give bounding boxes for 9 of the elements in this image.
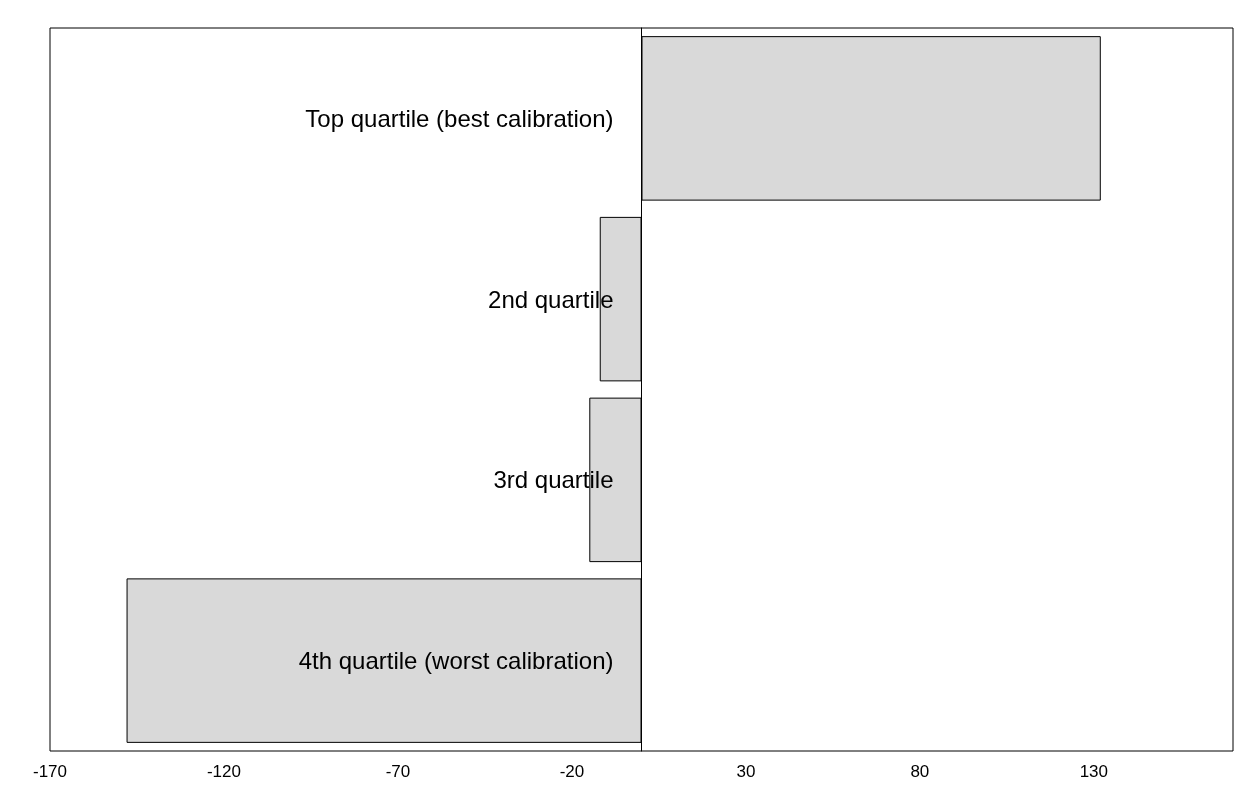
x-tick-label: -120 bbox=[206, 762, 241, 781]
y-tick-label: 4th quartile (worst calibration) bbox=[298, 647, 614, 675]
x-tick-label: -70 bbox=[385, 762, 411, 781]
x-tick-label: 130 bbox=[1079, 762, 1109, 781]
x-tick-label: 30 bbox=[736, 762, 756, 781]
x-tick-label: -170 bbox=[32, 762, 68, 781]
y-tick-label: Top quartile (best calibration) bbox=[305, 104, 614, 132]
x-tick-label: -20 bbox=[559, 762, 585, 781]
x-tick-label: 80 bbox=[910, 762, 930, 781]
